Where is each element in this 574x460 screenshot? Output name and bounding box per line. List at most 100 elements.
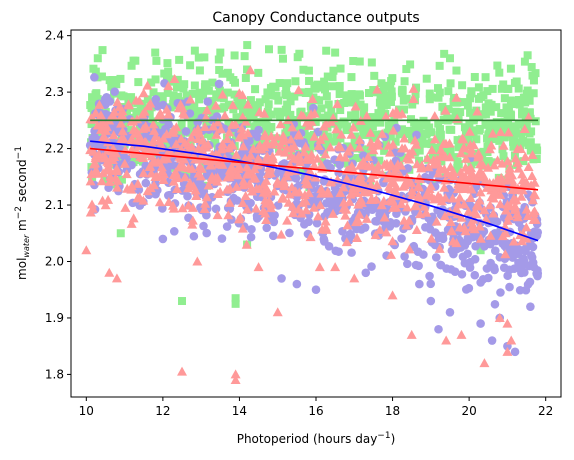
data-point <box>508 193 519 203</box>
data-point <box>442 264 451 273</box>
outlier-point <box>506 335 517 345</box>
data-point <box>379 86 388 95</box>
data-point <box>176 162 187 172</box>
data-point <box>348 98 357 107</box>
data-point <box>459 199 470 209</box>
data-point <box>220 103 229 112</box>
data-point <box>208 97 217 106</box>
data-point <box>320 149 331 159</box>
data-point <box>413 247 423 257</box>
outlier-point <box>526 302 535 311</box>
data-point <box>347 111 356 120</box>
data-point <box>280 147 291 157</box>
outlier-point <box>476 319 485 328</box>
data-point <box>341 174 352 184</box>
data-point <box>340 98 349 107</box>
outlier-point <box>81 245 92 255</box>
data-point <box>370 71 379 80</box>
data-point <box>252 101 261 110</box>
data-point <box>224 127 235 137</box>
data-point <box>96 176 107 186</box>
data-point <box>490 265 499 275</box>
data-point <box>261 95 270 104</box>
y-axis-label: molwater m−2 second−1 <box>14 146 31 280</box>
data-point <box>85 207 96 217</box>
data-point <box>495 127 506 137</box>
data-point <box>416 163 427 173</box>
data-point <box>391 137 400 146</box>
data-point <box>445 162 456 172</box>
data-point <box>403 259 412 269</box>
data-point <box>471 241 480 251</box>
data-point <box>144 161 155 171</box>
data-point <box>183 200 194 210</box>
data-point <box>184 91 193 100</box>
data-point <box>156 92 165 101</box>
data-point <box>203 97 213 106</box>
data-point <box>495 252 505 262</box>
data-point <box>425 95 434 104</box>
data-point <box>217 234 227 243</box>
data-point <box>489 187 500 197</box>
data-point <box>521 98 530 107</box>
data-point <box>353 154 362 163</box>
data-point <box>120 202 131 212</box>
data-point <box>290 92 299 101</box>
outlier-point <box>494 312 505 322</box>
data-point <box>332 132 341 141</box>
data-point <box>87 120 96 129</box>
data-point <box>187 215 198 225</box>
data-point <box>90 107 101 117</box>
data-point <box>132 107 141 116</box>
data-point <box>347 248 356 257</box>
data-point <box>521 243 531 253</box>
data-point <box>241 73 250 82</box>
data-point <box>411 147 420 156</box>
data-point <box>161 104 172 114</box>
data-point <box>387 87 396 96</box>
data-point <box>313 140 324 150</box>
data-point <box>310 191 320 201</box>
data-point <box>348 122 359 132</box>
data-point <box>460 162 471 172</box>
data-point <box>251 203 262 213</box>
data-point <box>444 87 453 96</box>
data-point <box>168 124 179 134</box>
outlier-point <box>292 279 302 289</box>
data-point <box>482 264 492 273</box>
data-point <box>401 220 412 230</box>
data-point <box>261 175 272 185</box>
data-point <box>458 81 467 90</box>
data-point <box>154 197 165 207</box>
data-point <box>190 81 199 90</box>
data-point <box>375 98 384 107</box>
data-point <box>273 201 283 210</box>
data-point <box>296 138 305 148</box>
data-point <box>435 88 444 97</box>
data-point <box>252 214 262 223</box>
data-point <box>383 128 392 137</box>
data-point <box>248 143 259 153</box>
data-point <box>168 170 179 180</box>
data-point <box>461 183 472 193</box>
data-point <box>527 63 536 72</box>
data-point <box>194 162 205 172</box>
data-point <box>231 149 242 159</box>
data-point <box>322 186 333 196</box>
data-point <box>342 91 351 100</box>
data-point <box>347 73 356 82</box>
y-tick-label: 2.4 <box>45 29 64 43</box>
data-point <box>128 124 139 134</box>
data-point <box>279 180 290 190</box>
data-point <box>302 171 313 181</box>
data-point <box>502 103 511 112</box>
data-point <box>112 80 121 89</box>
data-point <box>370 230 381 240</box>
data-point <box>169 227 179 236</box>
data-point <box>500 249 511 259</box>
data-point <box>372 217 382 226</box>
data-point <box>164 191 173 200</box>
data-point <box>452 66 461 75</box>
data-point <box>435 145 446 155</box>
data-point <box>445 217 456 227</box>
